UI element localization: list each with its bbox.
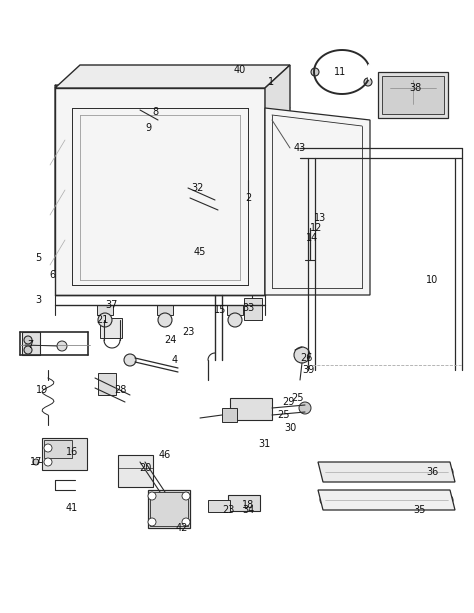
Text: 30: 30 xyxy=(284,423,296,433)
Text: 3: 3 xyxy=(35,295,41,305)
Circle shape xyxy=(158,313,172,327)
Text: 21: 21 xyxy=(96,315,108,325)
Text: 23: 23 xyxy=(182,327,194,337)
Polygon shape xyxy=(55,88,265,295)
Polygon shape xyxy=(55,85,80,295)
Polygon shape xyxy=(265,65,290,295)
Bar xyxy=(378,72,448,118)
Circle shape xyxy=(24,336,32,344)
Text: 25: 25 xyxy=(278,410,290,420)
Circle shape xyxy=(182,518,190,526)
Text: 42: 42 xyxy=(176,523,188,533)
Polygon shape xyxy=(265,108,370,295)
Circle shape xyxy=(182,492,190,500)
Bar xyxy=(42,438,87,470)
Polygon shape xyxy=(318,462,455,482)
Text: 41: 41 xyxy=(66,503,78,513)
Bar xyxy=(98,373,116,395)
Bar xyxy=(148,490,190,528)
Circle shape xyxy=(44,458,52,466)
Text: 20: 20 xyxy=(139,463,151,473)
Text: 39: 39 xyxy=(302,365,314,375)
Circle shape xyxy=(304,216,316,228)
Circle shape xyxy=(364,78,372,86)
Circle shape xyxy=(299,402,311,414)
Text: 7: 7 xyxy=(27,340,33,350)
Text: 28: 28 xyxy=(114,385,126,395)
Polygon shape xyxy=(55,85,290,108)
Text: 9: 9 xyxy=(145,123,151,133)
Text: 29: 29 xyxy=(282,397,294,407)
Text: 38: 38 xyxy=(409,83,421,93)
Circle shape xyxy=(443,495,453,505)
Text: 1: 1 xyxy=(268,77,274,87)
Circle shape xyxy=(33,459,39,465)
Bar xyxy=(150,492,188,526)
Text: 15: 15 xyxy=(214,305,226,315)
Circle shape xyxy=(196,262,208,274)
Text: 25: 25 xyxy=(292,393,304,403)
Bar xyxy=(44,440,72,458)
Text: 5: 5 xyxy=(35,253,41,263)
Bar xyxy=(222,408,237,422)
Text: 40: 40 xyxy=(234,65,246,75)
Text: 23: 23 xyxy=(222,505,234,515)
Bar xyxy=(22,332,40,355)
Text: 17: 17 xyxy=(30,457,42,467)
Circle shape xyxy=(44,444,52,452)
Bar xyxy=(227,305,243,315)
Text: 34: 34 xyxy=(242,505,254,515)
Circle shape xyxy=(137,117,147,127)
Text: 45: 45 xyxy=(194,247,206,257)
Text: 8: 8 xyxy=(152,107,158,117)
Bar xyxy=(382,76,444,114)
Text: 16: 16 xyxy=(66,447,78,457)
Circle shape xyxy=(124,354,136,366)
Circle shape xyxy=(320,495,330,505)
Polygon shape xyxy=(318,490,455,510)
Circle shape xyxy=(294,347,310,363)
Text: 32: 32 xyxy=(192,183,204,193)
Bar xyxy=(100,318,122,338)
Bar xyxy=(228,495,260,511)
Text: 18: 18 xyxy=(242,500,254,510)
Circle shape xyxy=(228,313,242,327)
Bar xyxy=(244,298,262,320)
Text: 14: 14 xyxy=(306,233,318,243)
Circle shape xyxy=(57,341,67,351)
Text: 6: 6 xyxy=(49,270,55,280)
Bar xyxy=(188,242,216,264)
Bar xyxy=(148,96,170,110)
Bar xyxy=(208,500,230,512)
Text: 19: 19 xyxy=(36,385,48,395)
Circle shape xyxy=(98,313,112,327)
Text: 10: 10 xyxy=(426,275,438,285)
Bar xyxy=(157,305,173,315)
Text: 37: 37 xyxy=(106,300,118,310)
Circle shape xyxy=(311,68,319,76)
Text: 35: 35 xyxy=(414,505,426,515)
Circle shape xyxy=(443,467,453,477)
Text: 26: 26 xyxy=(300,353,312,363)
Text: 36: 36 xyxy=(426,467,438,477)
Bar xyxy=(118,455,153,487)
Text: 2: 2 xyxy=(245,193,251,203)
Text: 13: 13 xyxy=(314,213,326,223)
Circle shape xyxy=(243,190,253,200)
Circle shape xyxy=(148,492,156,500)
Text: 46: 46 xyxy=(159,450,171,460)
Bar xyxy=(230,398,272,420)
Text: 24: 24 xyxy=(164,335,176,345)
Text: 12: 12 xyxy=(310,223,322,233)
Text: 4: 4 xyxy=(172,355,178,365)
Bar xyxy=(97,305,113,315)
Text: 31: 31 xyxy=(258,439,270,449)
Text: 11: 11 xyxy=(334,67,346,77)
Text: 43: 43 xyxy=(294,143,306,153)
Text: 33: 33 xyxy=(242,303,254,313)
Circle shape xyxy=(148,518,156,526)
Circle shape xyxy=(24,346,32,354)
Polygon shape xyxy=(55,65,290,88)
